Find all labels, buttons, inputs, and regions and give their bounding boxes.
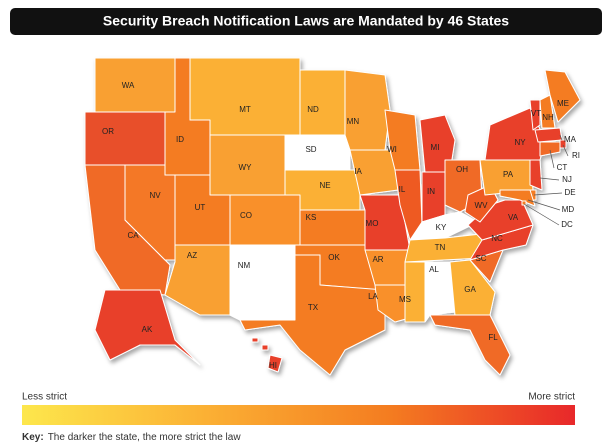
state-label: AR [372,255,383,264]
state [544,69,581,123]
state-label: OK [328,253,340,262]
state [529,99,541,131]
state-label: ID [176,135,184,144]
state-label: DE [564,188,575,197]
state-label: RI [572,151,580,160]
state-label: PA [503,170,514,179]
leader-line [549,149,555,169]
state-label: SC [475,254,486,263]
state-label: SD [305,145,316,154]
state-label: VT [531,109,541,118]
state-label: NV [149,191,161,200]
state-label: MN [347,117,360,126]
state-label: IL [399,185,406,194]
state-label: MS [399,295,411,304]
key: Key: The darker the state, the more stric… [22,432,241,443]
state [404,261,426,323]
state-label: IA [354,167,362,176]
state-label: TX [308,303,319,312]
state-label: DC [561,220,573,229]
state-label: WV [475,201,489,210]
leader-line [533,192,563,196]
title-bar [10,8,602,35]
state-label: MT [239,105,251,114]
state [424,261,456,323]
title: Security Breach Notification Laws are Ma… [103,13,509,29]
state [84,111,166,166]
state-label: NC [491,234,503,243]
state [344,69,391,151]
state-label: OR [102,127,114,136]
legend-low: Less strict [22,392,67,403]
state-label: OH [456,165,468,174]
state-label: NM [238,261,251,270]
leader-line [523,203,560,226]
state-label: MA [564,135,577,144]
state-label: WY [239,163,253,172]
state-label: HI [269,361,277,370]
state-label: VA [508,213,519,222]
state-label: MO [366,219,379,228]
key-text: The darker the state, the more strict th… [48,432,242,443]
state-label: MD [562,205,575,214]
state [419,114,456,173]
legend-gradient [22,405,575,425]
state [421,171,446,223]
state-label: ME [557,99,569,108]
leader-line [539,177,560,181]
state-label: IN [427,187,435,196]
state-label: LA [368,292,378,301]
state [529,159,543,191]
state [164,244,231,316]
state [284,134,351,171]
state [94,289,201,366]
state [299,69,346,136]
state-label: ND [307,105,319,114]
state-label: AZ [187,251,197,260]
state-label: NE [319,181,330,190]
state [429,314,511,376]
state [94,57,176,113]
state [239,254,386,376]
state-label: WA [122,81,135,90]
state-label: KS [306,213,317,222]
state-labels: WA OR CA NV ID MT WY UT CO AZ NM ND SD NE KS OK TX MN IA MO… [102,81,580,370]
state-label: NJ [562,175,572,184]
state-label: GA [464,285,476,294]
state [539,141,561,157]
state-label: NY [514,138,526,147]
state-label: UT [195,203,206,212]
state-label: CA [127,231,139,240]
state-label: CO [240,211,252,220]
state [251,337,283,373]
leader-line [562,144,569,157]
leader-line [527,199,561,211]
state-label: NH [542,113,554,122]
state [449,259,496,316]
state-label: WI [387,145,397,154]
state-label: AK [142,325,153,334]
state-label: FL [488,333,498,342]
state-label: CT [557,163,568,172]
state [534,127,563,143]
state [229,244,296,321]
state-label: TN [435,243,446,252]
legend-high: More strict [528,392,575,403]
states [84,57,581,376]
key-label: Key: [22,432,44,443]
state-label: KY [436,223,447,232]
leader-line [559,134,563,141]
state-label: MI [431,143,440,152]
state-label: AL [429,265,439,274]
